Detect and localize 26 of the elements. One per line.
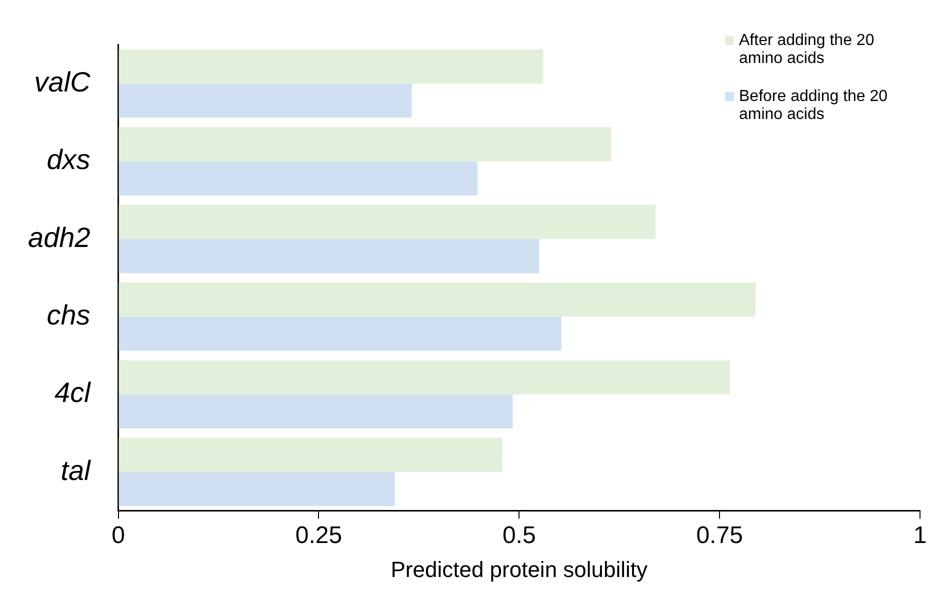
y-tick-label: 4cl: [54, 377, 92, 408]
bar: [118, 316, 562, 351]
x-tick-label: 0.25: [295, 522, 342, 549]
legend-label: Before adding the 20 amino acids: [739, 88, 889, 124]
bar: [118, 127, 612, 162]
bar: [118, 49, 544, 84]
x-tick-label: 0.5: [502, 522, 536, 549]
y-tick-label: dxs: [46, 144, 90, 176]
y-tick-label: chs: [46, 299, 90, 330]
y-tick-label: valC: [34, 66, 92, 98]
x-tick-label: 0: [112, 522, 125, 549]
x-tick-label: 0.75: [696, 522, 743, 549]
bar: [118, 438, 502, 472]
y-tick-label: tal: [60, 454, 92, 486]
x-tick-label: 1: [913, 522, 927, 549]
x-axis-title: Predicted protein solubility: [390, 556, 648, 582]
legend-label: After adding the 20 amino acids: [739, 32, 876, 68]
bar: [118, 472, 395, 506]
bar: [118, 394, 513, 428]
bar: [118, 161, 478, 196]
bar: [118, 238, 540, 274]
bar: [118, 84, 412, 118]
bar: [118, 282, 756, 317]
y-tick-label: adh2: [28, 222, 91, 253]
bar: [118, 204, 656, 239]
bar: [118, 360, 730, 394]
